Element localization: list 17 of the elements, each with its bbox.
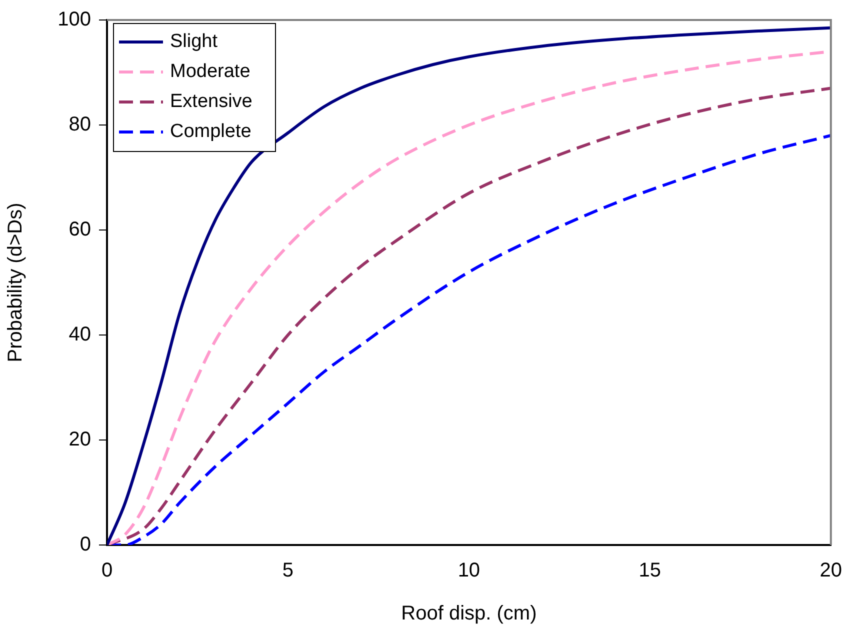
legend-label: Moderate [170,61,250,82]
y-tick-label: 0 [80,534,91,556]
x-axis-title: Roof disp. (cm) [401,602,537,625]
y-tick-label: 40 [68,324,91,346]
x-tick-label: 20 [820,560,842,582]
y-axis-title: Probability (d>Ds) [4,202,27,362]
legend-label: Extensive [170,91,252,112]
x-tick-label: 10 [458,560,480,582]
legend-label: Slight [170,31,218,52]
legend-label: Complete [170,121,252,142]
y-tick-label: 80 [68,114,91,136]
y-tick-label: 60 [68,218,91,241]
y-tick-label: 100 [58,8,91,31]
x-tick-label: 15 [638,560,662,582]
y-tick-label: 20 [68,428,91,451]
x-tick-label: 0 [101,560,113,582]
x-tick-label: 5 [282,560,294,582]
